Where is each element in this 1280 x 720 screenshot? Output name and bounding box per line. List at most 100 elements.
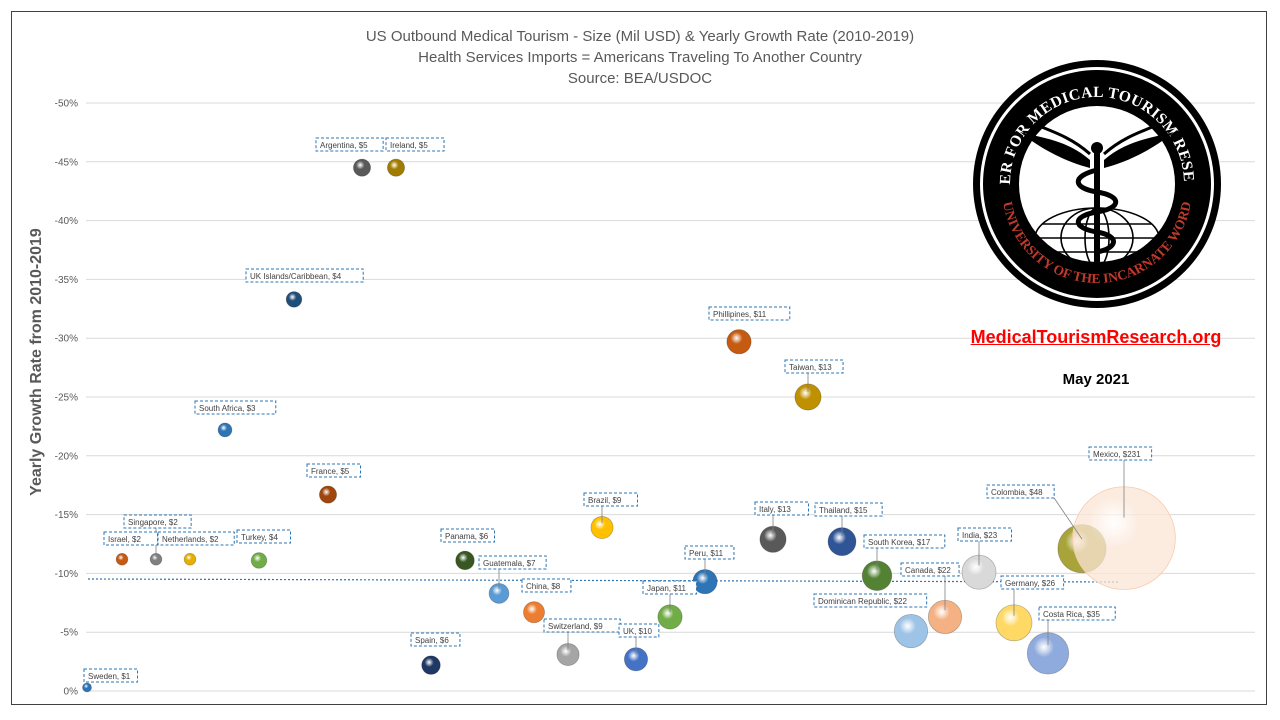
data-label: China, $8 xyxy=(526,582,561,591)
y-tick-label: -25% xyxy=(55,393,78,404)
data-label-box xyxy=(157,531,235,546)
data-label: UK Islands/Caribbean, $4 xyxy=(250,272,342,281)
bubble xyxy=(217,422,233,438)
chart-title-line-2: Health Services Imports = Americans Trav… xyxy=(418,49,862,66)
data-label: Peru, $11 xyxy=(689,549,724,558)
label-leaders xyxy=(155,373,1125,655)
y-tick-label: -50% xyxy=(55,99,78,110)
data-label-box xyxy=(618,623,660,638)
data-label: Thailand, $15 xyxy=(819,506,868,515)
data-label-box xyxy=(478,555,547,570)
data-label-box xyxy=(708,306,791,321)
data-label: Brazil, $9 xyxy=(588,496,622,505)
y-tick-label: 0% xyxy=(64,687,79,698)
bubble xyxy=(421,655,441,675)
data-label-box xyxy=(900,562,960,577)
data-label-box xyxy=(315,137,384,152)
bubbles xyxy=(82,158,1176,693)
caduceus-icon xyxy=(1020,122,1174,268)
data-label: Israel, $2 xyxy=(108,535,141,544)
data-label: Singapore, $2 xyxy=(128,518,178,527)
data-label: South Korea, $17 xyxy=(868,538,931,547)
chart-title-line-3: Source: BEA/USDOC xyxy=(568,70,712,87)
data-label: Spain, $6 xyxy=(415,636,449,645)
y-tick-label: -45% xyxy=(55,157,78,168)
y-tick-label: -15% xyxy=(55,510,78,521)
date-label: May 2021 xyxy=(1062,371,1130,388)
data-label: Panama, $6 xyxy=(445,532,489,541)
data-label-box xyxy=(123,514,192,529)
chart-title: US Outbound Medical Tourism - Size (Mil … xyxy=(366,28,914,87)
data-label-box xyxy=(83,668,138,683)
bubble xyxy=(250,552,268,569)
bubble xyxy=(82,682,92,693)
data-label: Switzerland, $9 xyxy=(548,622,603,631)
data-label: Turkey, $4 xyxy=(241,533,278,542)
y-axis-ticks: 0% -5% -10% -15% -20% -25% -30% -35% -40% -45% -50… xyxy=(55,99,78,698)
data-label: Taiwan, $13 xyxy=(789,363,832,372)
chart-frame xyxy=(11,11,1267,705)
data-label: Colombia, $48 xyxy=(991,488,1043,497)
data-label: Japan, $11 xyxy=(647,584,687,593)
data-label: Argentina, $5 xyxy=(320,141,368,150)
bubble xyxy=(523,601,545,624)
cmtr-logo: CENTER FOR MEDICAL TOURISM RESEARCH UNIV… xyxy=(972,58,1221,308)
data-label-box xyxy=(1038,606,1116,621)
data-label-box xyxy=(236,529,291,544)
y-tick-label: -35% xyxy=(55,275,78,286)
data-label: Ireland, $5 xyxy=(390,141,428,150)
bubble xyxy=(455,550,475,571)
data-label-box xyxy=(583,492,638,507)
data-label-box xyxy=(754,501,809,516)
data-label: Mexico, $231 xyxy=(1093,450,1141,459)
data-label: UK, $10 xyxy=(623,627,652,636)
data-label-box xyxy=(385,137,445,152)
y-tick-label: -20% xyxy=(55,451,78,462)
website-link[interactable]: MedicalTourismResearch.org xyxy=(970,327,1222,347)
bubble xyxy=(893,613,929,649)
data-label-box xyxy=(813,593,928,608)
data-label-box xyxy=(684,545,735,560)
data-label: Canada, $22 xyxy=(905,566,951,575)
data-labels: Sweden, $1 Israel, $2 Singapore, $2 Netherl… xyxy=(83,137,1153,683)
bubble xyxy=(115,553,129,566)
data-label-box xyxy=(440,528,495,543)
data-label: Italy, $13 xyxy=(759,505,791,514)
data-label: India, $23 xyxy=(962,531,998,540)
data-label-box xyxy=(863,534,946,549)
data-label: Netherlands, $2 xyxy=(162,535,219,544)
bubble xyxy=(319,485,337,504)
data-label-box xyxy=(784,359,844,374)
data-label-box xyxy=(410,632,461,647)
data-label-box xyxy=(814,502,883,517)
data-label: Guatemala, $7 xyxy=(483,559,536,568)
bubble xyxy=(387,158,405,177)
chart-title-line-1: US Outbound Medical Tourism - Size (Mil … xyxy=(366,28,914,45)
y-tick-label: -5% xyxy=(60,628,78,639)
data-label-box xyxy=(1000,575,1065,590)
data-label-box xyxy=(306,463,361,478)
y-tick-label: -10% xyxy=(55,569,78,580)
data-label: France, $5 xyxy=(311,467,350,476)
data-label: Phillipines, $11 xyxy=(713,310,767,319)
y-tick-label: -30% xyxy=(55,334,78,345)
y-tick-label: -40% xyxy=(55,216,78,227)
data-label: Dominican Republic, $22 xyxy=(818,597,907,606)
label-leader-line xyxy=(1053,497,1083,540)
data-label: Germany, $26 xyxy=(1005,579,1056,588)
y-axis-label: Yearly Growth Rate from 2010-2019 xyxy=(28,228,45,496)
data-label-box xyxy=(194,400,277,415)
data-label: Costa Rica, $35 xyxy=(1043,610,1100,619)
data-label-box xyxy=(245,268,364,283)
bubble xyxy=(183,553,197,566)
data-label: South Africa, $3 xyxy=(199,404,256,413)
data-label: Sweden, $1 xyxy=(88,672,131,681)
data-label-box xyxy=(986,484,1055,499)
bubble xyxy=(726,329,752,355)
data-label-box xyxy=(521,578,572,593)
data-label-box xyxy=(642,580,697,595)
data-label-box xyxy=(1088,446,1153,461)
bubble xyxy=(353,158,371,177)
data-label-box xyxy=(957,527,1012,542)
